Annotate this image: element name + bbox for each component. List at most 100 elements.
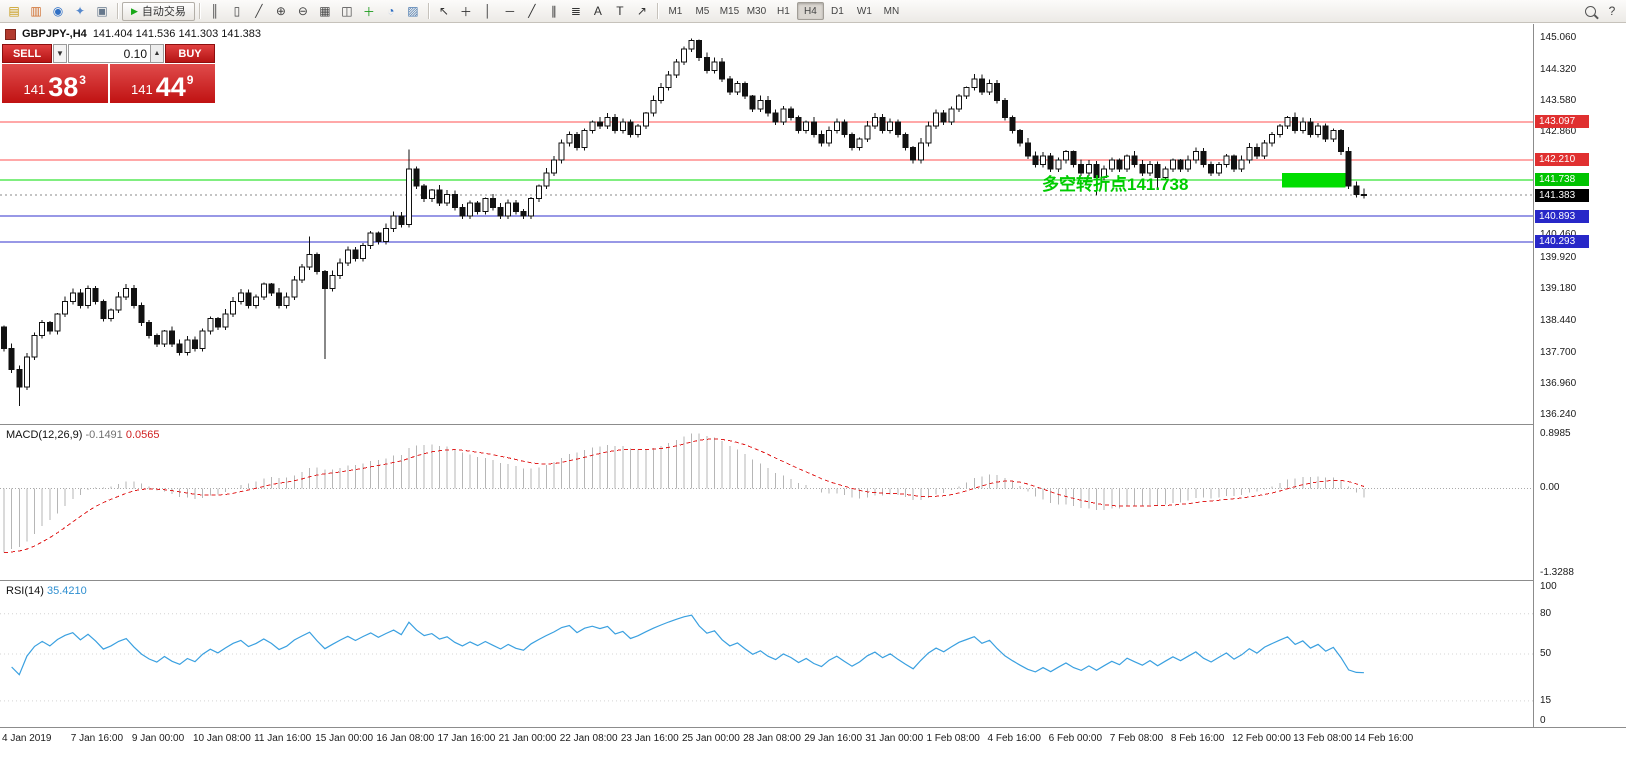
navigator-icon[interactable]: ✦	[74, 4, 86, 18]
axis-label: 0.8985	[1540, 428, 1571, 439]
axis-label: 143.580	[1540, 95, 1577, 107]
tile-windows-icon[interactable]: ◫	[341, 4, 353, 18]
candlestick-chart-icon[interactable]: ▯	[233, 4, 241, 18]
new-order-icon[interactable]: ▤	[8, 4, 20, 18]
autotrading-button[interactable]: ▶ 自动交易	[122, 1, 195, 21]
lot-size-input[interactable]: 0.10 ▲	[68, 44, 164, 63]
candle	[871, 113, 878, 130]
highlight-rectangle[interactable]	[1282, 173, 1346, 188]
time-axis-label: 15 Jan 00:00	[315, 733, 374, 744]
sell-price-button[interactable]: 141 38 3	[2, 64, 108, 103]
text-icon[interactable]: A	[593, 4, 602, 18]
terminal-icon[interactable]: ▣	[96, 4, 108, 18]
candle	[772, 109, 779, 125]
candle	[436, 185, 443, 207]
arrows-icon[interactable]: ↗	[636, 4, 647, 18]
horizontal-line-icon[interactable]: ─	[505, 4, 515, 18]
timeframe-button-h4[interactable]: H4	[796, 2, 824, 20]
axis-label: 139.180	[1540, 283, 1577, 295]
candle	[367, 231, 374, 249]
line-chart-icon[interactable]: ╱	[255, 4, 263, 18]
timeframe-button-h1[interactable]: H1	[770, 2, 797, 20]
indicators-icon[interactable]: ＋	[362, 4, 375, 19]
macd-panel-canvas[interactable]	[0, 425, 1533, 580]
buy-button[interactable]: BUY	[165, 44, 215, 63]
buy-price-button[interactable]: 141 44 9	[109, 64, 215, 103]
chart-toolbar-group: ║ ▯ ╱ ⊕ ⊖ ▦ ◫ ＋ ◔ ▨	[204, 1, 424, 21]
label-icon[interactable]: T	[616, 4, 624, 18]
candle	[1024, 138, 1031, 160]
time-axis[interactable]: 4 Jan 2019 7 Jan 16:00 9 Jan 00:00 10 Jan 0…	[0, 728, 1626, 772]
ohlc-values: 141.404 141.536 141.303 141.383	[92, 28, 262, 40]
candle	[85, 285, 92, 309]
candle	[222, 309, 229, 331]
drawing-toolbar-group: ↖ ＋ │ ─ ╱ ∥ ≣ A T ↗	[433, 1, 653, 21]
zoom-in-icon[interactable]: ⊕	[275, 4, 286, 18]
candle	[123, 284, 130, 301]
template-icon[interactable]: ▨	[407, 4, 419, 18]
timeframe-button-m15[interactable]: M15	[716, 2, 743, 20]
price-axis[interactable]: 145.060 144.320 143.580 142.860 140.460 139.9…	[1533, 24, 1626, 727]
price-level-badge: 140.293	[1535, 235, 1589, 249]
rsi-panel-canvas[interactable]	[0, 581, 1533, 727]
candle	[826, 126, 833, 147]
candle	[642, 111, 649, 130]
vertical-line-icon[interactable]: │	[484, 4, 492, 18]
candle	[1124, 154, 1131, 172]
candle	[680, 46, 687, 66]
candle	[765, 96, 771, 117]
axis-label: 139.920	[1540, 251, 1577, 263]
timeframe-button-m5[interactable]: M5	[689, 2, 716, 20]
price-chart-canvas[interactable]	[0, 24, 1533, 424]
zoom-out-icon[interactable]: ⊖	[297, 4, 308, 18]
help-icon[interactable]: ?	[1608, 4, 1616, 18]
cursor-icon[interactable]: ↖	[438, 4, 449, 18]
fibonacci-icon[interactable]: ≣	[570, 4, 581, 18]
time-axis-label: 29 Jan 16:00	[804, 733, 863, 744]
timeframe-button-m30[interactable]: M30	[743, 2, 770, 20]
candle	[1284, 116, 1291, 130]
price-level-badge: 143.097	[1535, 115, 1589, 129]
candle	[1315, 122, 1322, 138]
timeframe-toolbar-group: M1 M5 M15 M30 H1 H4 D1 W1 MN	[662, 2, 905, 20]
search-icon[interactable]	[1579, 1, 1601, 21]
panel-separator[interactable]	[0, 580, 1626, 581]
candle	[405, 149, 412, 228]
candle	[726, 75, 733, 95]
candle	[940, 110, 947, 125]
toolbar-separator	[198, 3, 200, 19]
candle	[8, 343, 15, 373]
order-dropdown-button[interactable]: ▼	[53, 44, 67, 63]
candle	[1192, 147, 1199, 164]
timeframe-button-d1[interactable]: D1	[824, 2, 851, 20]
candle	[986, 79, 993, 95]
axis-label: 80	[1540, 607, 1552, 619]
candle	[1147, 160, 1153, 177]
axis-label: 0	[1540, 715, 1546, 726]
lot-increase-button[interactable]: ▲	[150, 45, 163, 62]
grid-icon[interactable]: ▦	[319, 4, 331, 18]
candle	[1345, 146, 1352, 190]
time-axis-label: 7 Jan 16:00	[70, 733, 124, 744]
candle	[1269, 132, 1276, 147]
timeframe-button-mn[interactable]: MN	[878, 2, 905, 20]
timeframe-button-w1[interactable]: W1	[851, 2, 878, 20]
market-watch-icon[interactable]: ◉	[52, 4, 64, 18]
crosshair-icon[interactable]: ＋	[459, 4, 472, 19]
bar-chart-icon[interactable]: ║	[210, 4, 220, 18]
sell-button[interactable]: SELL	[2, 44, 52, 63]
candle	[413, 166, 420, 190]
candle	[176, 339, 183, 356]
candle	[467, 200, 474, 219]
toolbar-separator	[427, 3, 429, 19]
trendline-icon[interactable]: ╱	[528, 4, 536, 18]
candle	[321, 270, 328, 360]
buy-price-big: 44	[155, 72, 186, 103]
candle	[62, 296, 69, 318]
candle	[169, 326, 176, 348]
channel-icon[interactable]: ∥	[550, 4, 557, 18]
periods-icon[interactable]: ◔	[387, 4, 395, 18]
timeframe-button-m1[interactable]: M1	[662, 2, 689, 20]
panel-separator[interactable]	[0, 424, 1626, 425]
chart-window-icon[interactable]: ▥	[30, 4, 42, 18]
